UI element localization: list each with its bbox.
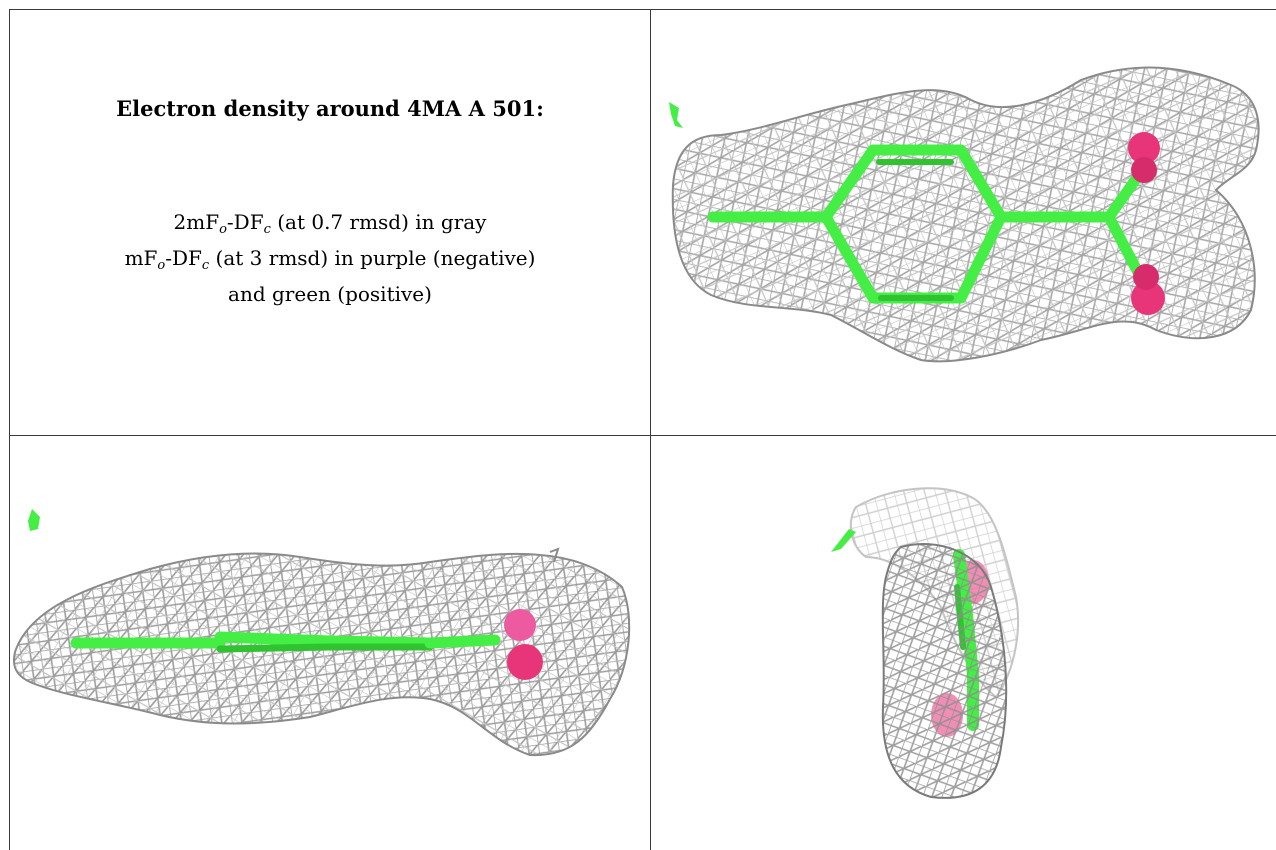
positive-density-blob-end	[831, 529, 856, 552]
density-render-edge-on	[12, 509, 631, 757]
positive-density-blob	[669, 102, 683, 128]
caption-line2-suffix: (at 3 rmsd) in purple (negative)	[209, 246, 536, 270]
caption-cell: Electron density around 4MA A 501: 2mFo-…	[10, 10, 650, 435]
caption-line-2mfo-dfc: 2mFo-DFc (at 0.7 rmsd) in gray	[10, 208, 650, 244]
caption-description: 2mFo-DFc (at 0.7 rmsd) in gray mFo-DFc (…	[10, 208, 650, 309]
caption-line-positive: and green (positive)	[228, 282, 432, 306]
mesh-gray-density-end-front	[881, 542, 1008, 799]
caption-line-mfo-dfc: mFo-DFc (at 3 rmsd) in purple (negative)	[10, 244, 650, 280]
caption-line1-mid: -DF	[226, 210, 264, 234]
middle-horizontal-divider	[10, 435, 1276, 436]
caption-line2-mid: -DF	[165, 246, 202, 270]
oxygen-atoms-edge-on	[504, 609, 543, 680]
left-border	[9, 9, 10, 850]
caption-title: Electron density around 4MA A 501:	[116, 96, 544, 121]
density-render-face-on	[669, 66, 1260, 363]
caption-line1-prefix: 2mF	[173, 210, 220, 234]
caption-line1-sub-c: c	[263, 222, 271, 237]
caption-line1-sub-o: o	[219, 222, 227, 237]
positive-density-blob-edge	[28, 509, 40, 531]
bottom-right-view	[651, 437, 1276, 850]
caption-line2-sub-c: c	[201, 258, 210, 273]
caption-line1-suffix: (at 0.7 rmsd) in gray	[270, 210, 487, 234]
oxygen-atoms-face-on	[1128, 132, 1165, 315]
caption-line2-prefix: mF	[124, 246, 158, 270]
middle-vertical-divider	[650, 9, 651, 850]
top-right-view	[651, 10, 1276, 435]
ligand-4ma-edge-on	[70, 631, 501, 653]
top-border	[10, 9, 1276, 10]
bottom-left-view	[10, 437, 650, 850]
caption-line2-sub-o: o	[157, 258, 166, 273]
density-render-end-on	[831, 487, 1020, 799]
